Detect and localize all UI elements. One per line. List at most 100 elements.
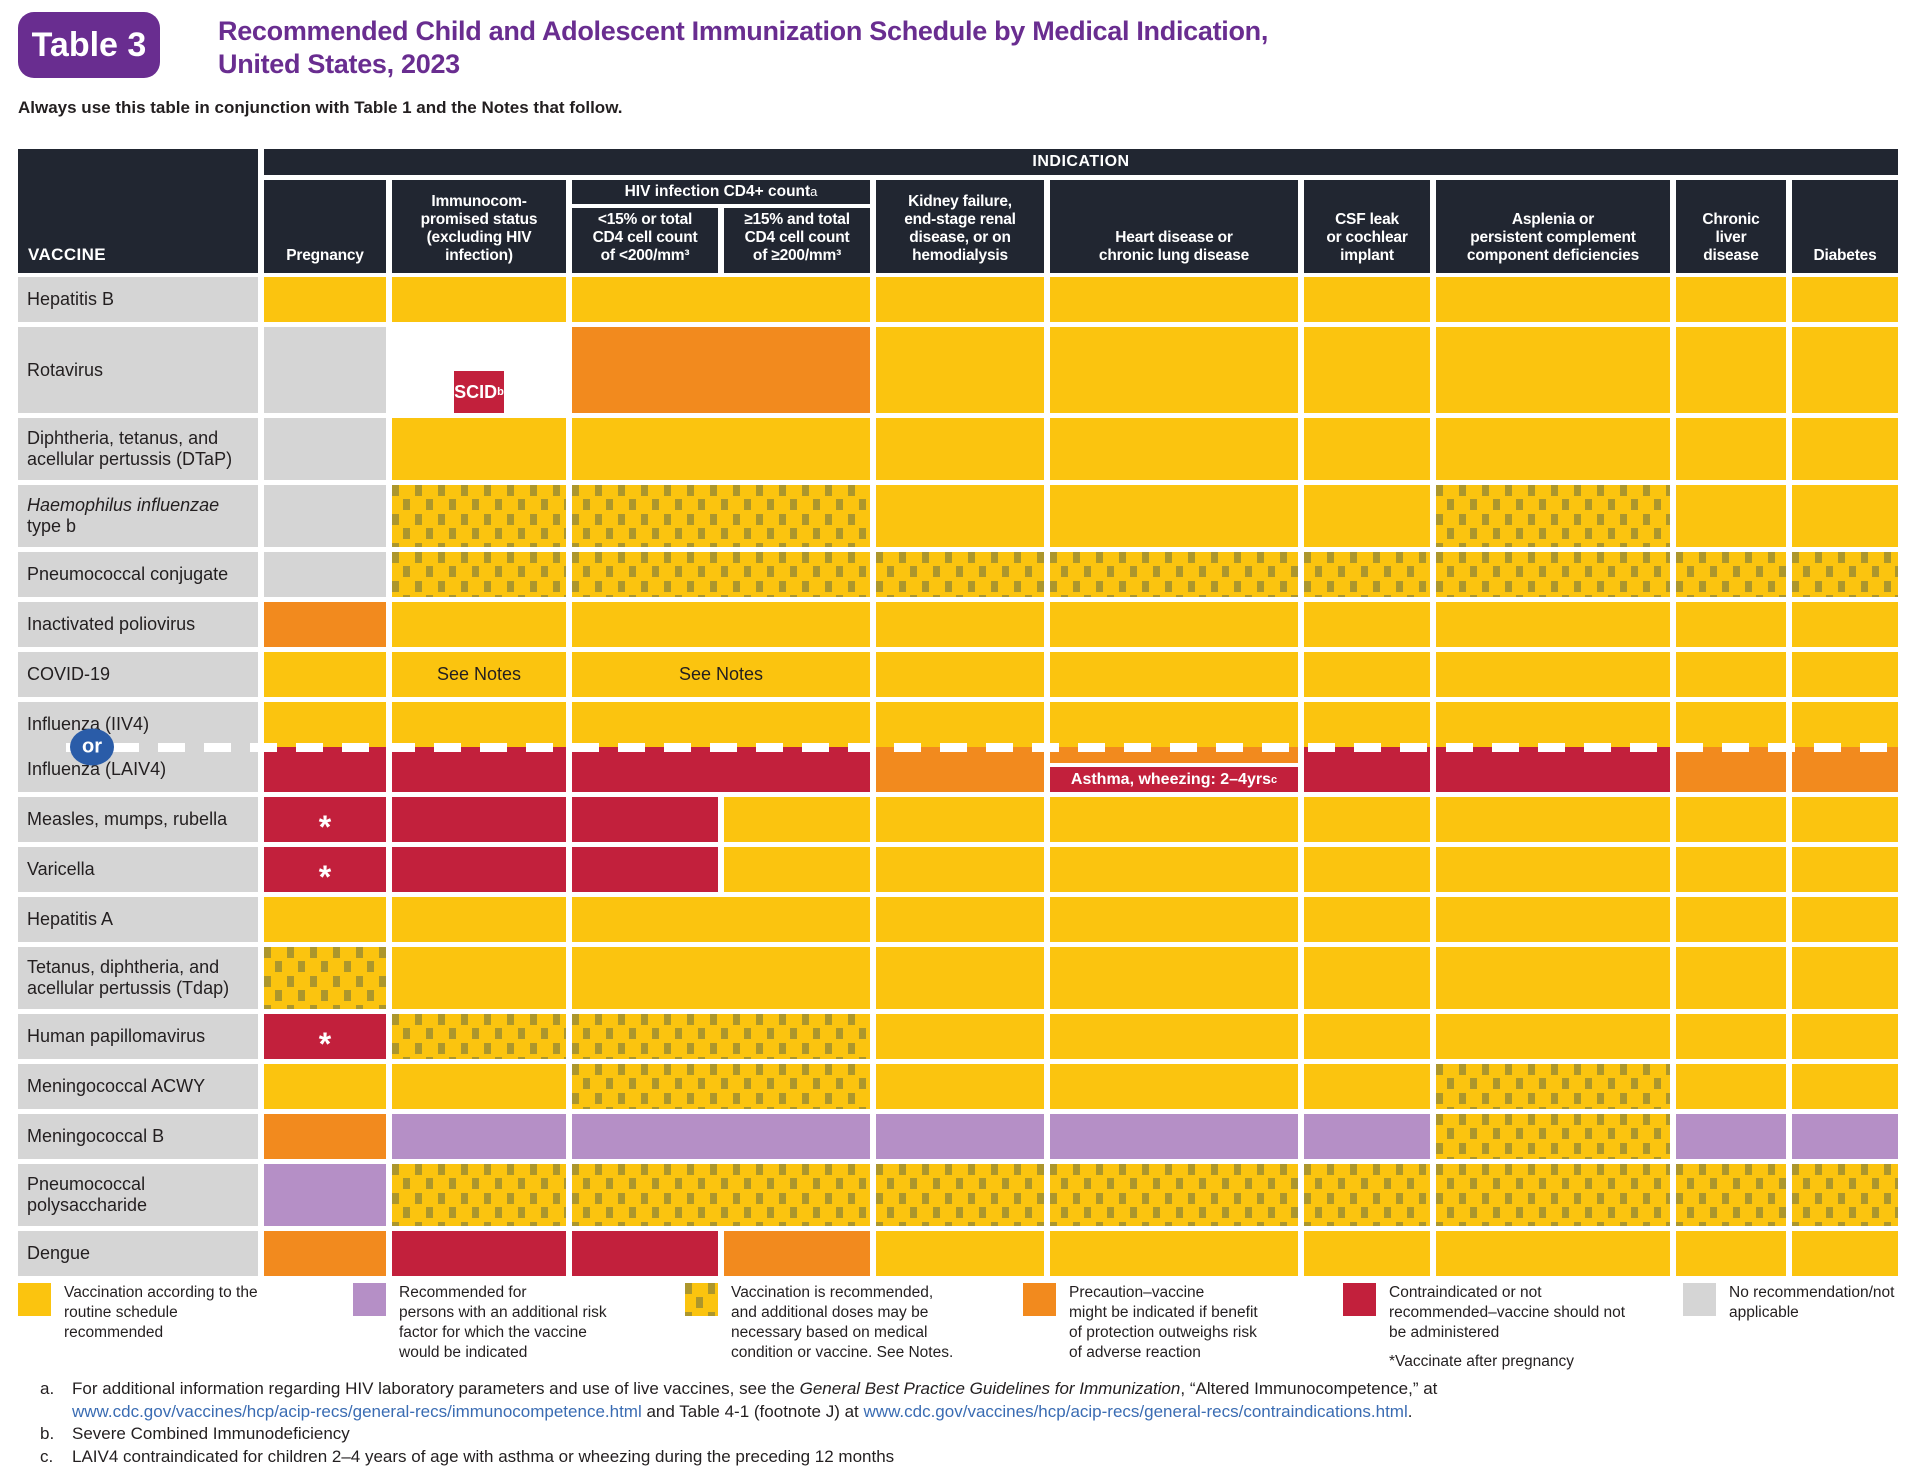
footnote-link[interactable]: www.cdc.gov/vaccines/hcp/acip-recs/gener… <box>72 1401 642 1421</box>
footnote-letter: b. <box>40 1424 55 1443</box>
legend-note-text: *Vaccinate after pregnancy <box>1389 1353 1574 1370</box>
cell-covid-19-kidney-failure <box>876 652 1044 697</box>
cell-measles-mumps-rubella-csf-leak <box>1304 797 1430 842</box>
footnote-segment: LAIV4 contraindicated for children 2–4 y… <box>72 1446 895 1466</box>
legend-text-line: persons with an additional risk <box>399 1303 607 1323</box>
cell-meningococcal-acwy-csf-leak <box>1304 1064 1430 1109</box>
cell-hib-chronic-liver <box>1676 485 1786 547</box>
column-header-immunocompromised-line: infection) <box>445 247 513 264</box>
cell-dtap-chronic-liver <box>1676 418 1786 480</box>
cell-measles-mumps-rubella-diabetes <box>1792 797 1898 842</box>
legend-line: persons with an additional risk <box>399 1304 607 1321</box>
cell-inactivated-poliovirus-asplenia <box>1436 602 1670 647</box>
cell-dengue-pregnancy <box>264 1231 386 1276</box>
row-label-text: Rotavirus <box>27 359 104 380</box>
cell-human-papillomavirus-asplenia <box>1436 1014 1670 1059</box>
cell-dengue-immunocompromised <box>392 1231 566 1276</box>
column-header-immunocompromised-line: Immunocom- <box>431 193 527 210</box>
legend-swatch-additional-doses <box>685 1283 718 1316</box>
cell-dtap-asplenia <box>1436 418 1670 480</box>
legend-item-no-recommendation: No recommendation/not applicable <box>1683 1283 1898 1372</box>
cell-meningococcal-b-kidney-failure <box>876 1114 1044 1159</box>
cell-hib-immunocompromised <box>392 485 566 547</box>
cell-human-papillomavirus-pregnancy: * <box>264 1014 386 1062</box>
column-header-heart-disease-line: Heart disease or <box>1115 229 1233 246</box>
legend-line: recommended <box>64 1324 164 1341</box>
row-label-tdap: Tetanus, diphtheria, and acellular pertus… <box>18 947 258 1009</box>
row-label-text: Inactivated poliovirus <box>27 614 196 634</box>
cell-tdap-hiv <box>572 947 870 1009</box>
cell-meningococcal-acwy-kidney-failure <box>876 1064 1044 1109</box>
cell-meningococcal-b-chronic-liver <box>1676 1114 1786 1159</box>
cell-pneumococcal-conjugate-diabetes <box>1792 552 1898 597</box>
row-label-line: Hepatitis A <box>27 909 258 930</box>
legend-text-line: and additional doses may be <box>731 1303 953 1323</box>
cell-inactivated-poliovirus-kidney-failure <box>876 602 1044 647</box>
legend-text-line: be administered <box>1389 1323 1625 1343</box>
cell-influenza-iiv4-chronic-liver <box>1676 702 1786 747</box>
legend-text-no-recommendation: No recommendation/not applicable <box>1729 1283 1894 1372</box>
footnote-segment: , “Altered Immunocompetence,” at <box>1180 1379 1438 1398</box>
vaccinate-after-pregnancy-asterisk: * <box>318 859 332 895</box>
row-label-pneumococcal-conjugate: Pneumococcal conjugate <box>18 552 258 597</box>
column-header-chronic-liver-line: disease <box>1703 247 1759 264</box>
cell-hepatitis-b-immunocompromised <box>392 277 566 322</box>
cell-meningococcal-b-pregnancy <box>264 1114 386 1159</box>
cell-covid-19-heart-disease <box>1050 652 1298 697</box>
cell-covid-19-asplenia <box>1436 652 1670 697</box>
page-title-line1: Recommended Child and Adolescent Immuniz… <box>218 16 1269 46</box>
legend-line: would be indicated <box>399 1344 528 1361</box>
cell-hepatitis-b-kidney-failure <box>876 277 1044 322</box>
row-label-line: Meningococcal ACWY <box>27 1076 258 1097</box>
cell-pneumococcal-conjugate-immunocompromised <box>392 552 566 597</box>
legend-line: recommended–vaccine should not <box>1389 1304 1626 1321</box>
column-header-diabetes-line: Diabetes <box>1813 247 1877 264</box>
row-label-measles-mumps-rubella: Measles, mumps, rubella <box>18 797 258 842</box>
row-label-text: Influenza (IIV4) <box>27 714 150 734</box>
cell-hepatitis-b-csf-leak <box>1304 277 1430 322</box>
row-label-text: polysaccharide <box>27 1195 148 1215</box>
cell-meningococcal-b-diabetes <box>1792 1114 1898 1159</box>
row-label-line: Varicella <box>27 859 258 880</box>
cell-pneumococcal-conjugate-kidney-failure <box>876 552 1044 597</box>
cell-meningococcal-b-immunocompromised <box>392 1114 566 1159</box>
cell-hepatitis-a-chronic-liver <box>1676 897 1786 942</box>
legend-item-additional-doses: Vaccination is recommended, and additiona… <box>685 1283 1023 1372</box>
footnote-segment: For additional information regarding HIV… <box>72 1379 800 1398</box>
cell-influenza-pregnancy <box>264 702 386 792</box>
cell-rotavirus-kidney-failure <box>876 327 1044 413</box>
row-label-line: acellular pertussis (Tdap) <box>27 978 258 999</box>
column-header-csf-leak-line: CSF leak <box>1335 211 1399 228</box>
cell-pneumococcal-polysaccharide-asplenia <box>1436 1164 1670 1226</box>
legend-item-precaution: Precaution–vaccine might be indicated if … <box>1023 1283 1343 1372</box>
cell-hib-asplenia <box>1436 485 1670 547</box>
column-header-kidney-failure-line: end-stage renal <box>904 211 1016 228</box>
cell-hepatitis-a-csf-leak <box>1304 897 1430 942</box>
cell-influenza-iiv4-kidney-failure <box>876 702 1044 747</box>
footnotes: a. For additional information regarding H… <box>40 1378 1585 1468</box>
legend-text-line: recommended–vaccine should not <box>1389 1303 1625 1323</box>
row-label-text: Pneumococcal <box>27 1174 146 1194</box>
footnote-segment: and Table 4-1 (footnote J) at <box>641 1401 864 1421</box>
cell-pneumococcal-polysaccharide-csf-leak <box>1304 1164 1430 1226</box>
legend-item-additional-risk: Recommended for persons with an additiona… <box>353 1283 685 1372</box>
footnote-link[interactable]: www.cdc.gov/vaccines/hcp/acip-recs/gener… <box>863 1401 1408 1421</box>
row-label-line: Meningococcal B <box>27 1126 258 1147</box>
cell-tdap-asplenia <box>1436 947 1670 1009</box>
row-label-line: Measles, mumps, rubella <box>27 809 258 830</box>
column-header-asplenia: Asplenia or persistent complement componen… <box>1436 180 1670 273</box>
row-label-hepatitis-a: Hepatitis A <box>18 897 258 942</box>
cell-pneumococcal-conjugate-asplenia <box>1436 552 1670 597</box>
cell-influenza-laiv4-hiv <box>572 747 870 792</box>
cell-measles-mumps-rubella-hiv-cd4-high <box>724 797 870 842</box>
column-header-hiv-cd4-low-line: CD4 cell count <box>592 229 698 246</box>
footnote-segment: Severe Combined Immunodeficiency <box>72 1424 350 1443</box>
column-header-hiv-cd4-high-line: ≥15% and total <box>744 211 850 228</box>
cell-influenza-iiv4-heart-disease <box>1050 702 1298 747</box>
legend-note-vaccinate-after-pregnancy: *Vaccinate after pregnancy <box>1389 1352 1625 1372</box>
legend-text-line: routine schedule <box>64 1303 258 1323</box>
cell-pneumococcal-polysaccharide-kidney-failure <box>876 1164 1044 1226</box>
column-header-kidney-failure: Kidney failure, end-stage renal disease, o… <box>876 180 1044 273</box>
or-badge: or <box>70 728 114 766</box>
